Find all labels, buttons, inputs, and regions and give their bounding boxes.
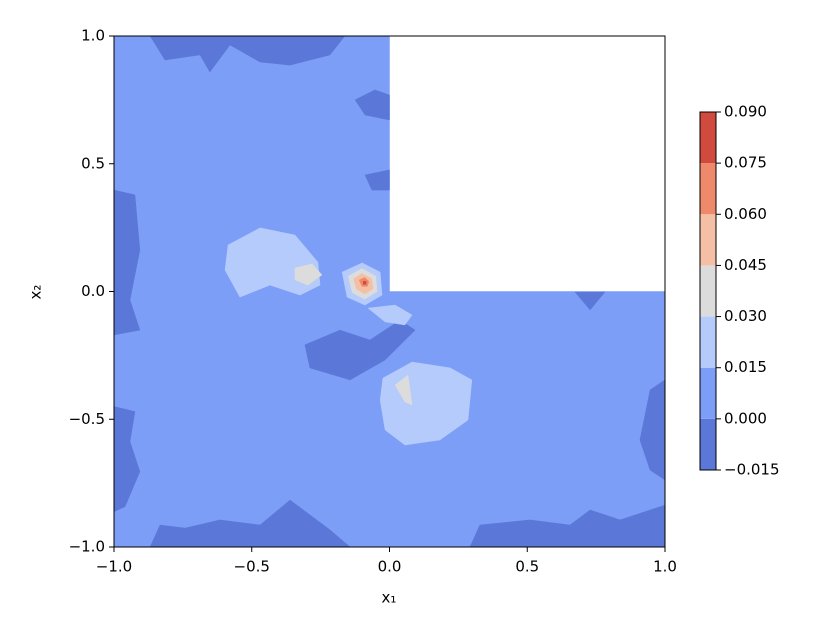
- contour-region: [394, 374, 413, 406]
- contour-region: [304, 319, 416, 381]
- colorbar-tick-label: 0.060: [724, 205, 767, 223]
- colorbar-tick-label: −0.015: [724, 461, 780, 479]
- x-tick-label: −0.5: [234, 558, 270, 576]
- x-axis-label: x₁: [382, 589, 397, 607]
- y-tick-label: 0.0: [81, 282, 105, 300]
- contour-region: [354, 89, 390, 121]
- contour-region: [363, 281, 367, 285]
- contour-region: [149, 499, 351, 548]
- contour-region: [367, 304, 413, 326]
- y-tick-label: −1.0: [69, 538, 105, 556]
- y-tick-label: −0.5: [69, 410, 105, 428]
- y-tick-label: 0.5: [81, 154, 105, 172]
- colorbar-band: [700, 316, 716, 368]
- colorbar-tick-label: 0.045: [724, 256, 767, 274]
- contour-region: [294, 263, 323, 286]
- colorbar-band: [700, 112, 716, 164]
- contour-region: [364, 169, 390, 191]
- colorbar-band: [700, 163, 716, 215]
- colorbar-tick-label: 0.075: [724, 154, 767, 172]
- x-tick-label: 0.0: [378, 558, 402, 576]
- x-tick-label: −1.0: [96, 558, 132, 576]
- contour-region: [149, 35, 346, 73]
- x-tick-label: 1.0: [653, 558, 677, 576]
- x-tick-label: 0.5: [515, 558, 539, 576]
- colorbar-band: [700, 418, 716, 470]
- colorbar-band: [700, 367, 716, 419]
- colorbar-band: [700, 214, 716, 266]
- colorbar-frame: [699, 111, 717, 471]
- contour-region: [574, 291, 606, 311]
- colorbar-band: [700, 265, 716, 317]
- colorbar-tick-label: 0.090: [724, 103, 767, 121]
- colorbar-tick-label: 0.030: [724, 307, 767, 325]
- y-axis-label: x₂: [27, 285, 45, 300]
- colorbar-tick-label: 0.015: [724, 358, 767, 376]
- y-tick-label: 1.0: [81, 27, 105, 45]
- colorbar-tick-label: 0.000: [724, 409, 767, 427]
